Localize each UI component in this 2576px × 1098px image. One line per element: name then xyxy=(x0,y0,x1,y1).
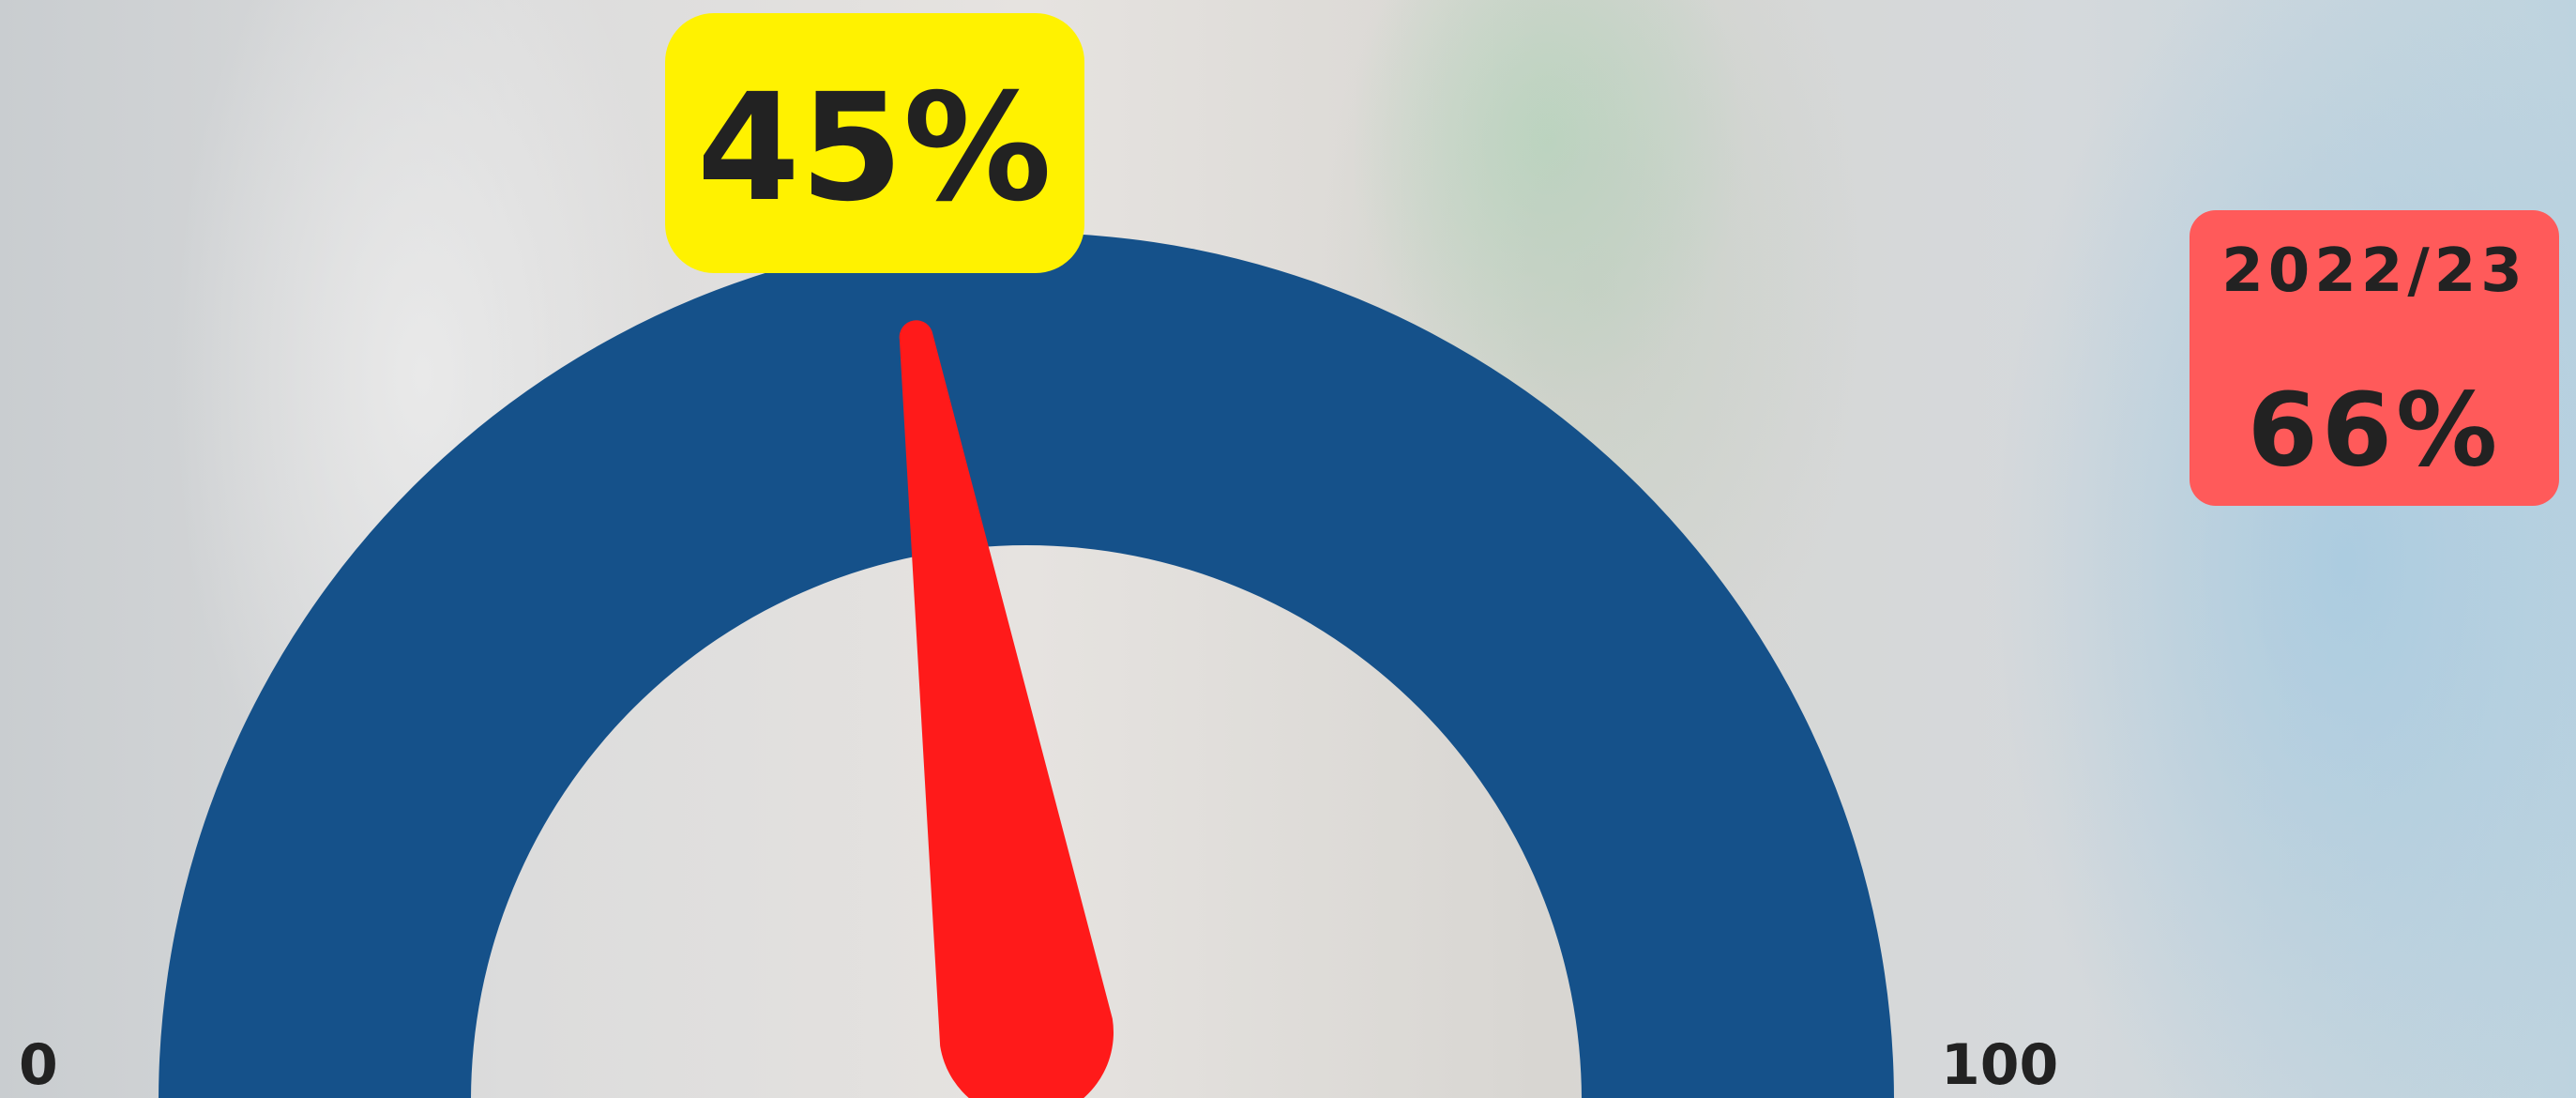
comparison-label: 2022/23 xyxy=(2221,236,2527,306)
scale-label: 100 xyxy=(1941,1032,2058,1098)
page: 0 100 45% 2022/23 66% xyxy=(0,0,2576,1098)
gauge-chart: 0 100 45% 2022/23 66% xyxy=(0,0,2576,1098)
scale-label: 0 xyxy=(19,1032,58,1098)
comparison-value: 66% xyxy=(2248,373,2502,490)
value-label: 45% xyxy=(697,62,1052,235)
